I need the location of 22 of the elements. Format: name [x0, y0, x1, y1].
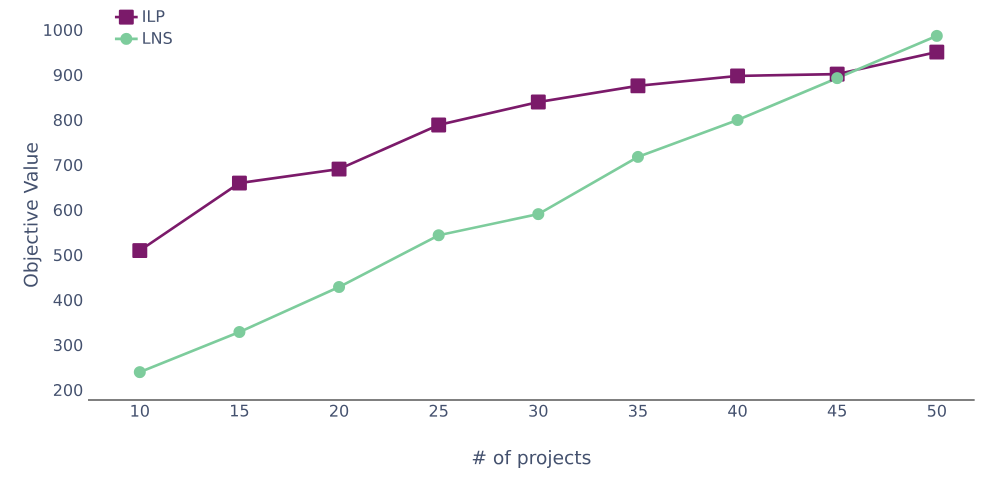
x-tick-label: 20	[330, 404, 348, 417]
y-tick-label: 800	[54, 114, 82, 126]
x-tick-label: 15	[231, 404, 248, 416]
y-tick-label: 400	[54, 294, 82, 306]
x-tick-label: 45	[828, 404, 846, 416]
legend-label: LNS	[143, 32, 172, 44]
x-tick-label: 30	[529, 404, 548, 417]
x-tick-label: 25	[430, 404, 448, 417]
x-tick-label: 50	[928, 404, 946, 417]
x-tick-label: 35	[628, 404, 647, 417]
y-tick-label: 200	[54, 384, 82, 396]
y-tick-label: 500	[54, 248, 82, 261]
y-tick-label: 600	[54, 204, 82, 216]
y-tick-label: 700	[54, 158, 82, 171]
x-axis-title: # of projects	[472, 450, 590, 468]
x-tick-label: 10	[131, 404, 149, 417]
x-tick-label: 40	[728, 404, 747, 417]
y-tick-label: 1000	[44, 24, 82, 36]
y-tick-label: 900	[54, 68, 82, 81]
legend-label: ILP	[143, 10, 164, 22]
y-axis-title: Objective Value	[23, 142, 42, 287]
y-tick-label: 300	[54, 338, 82, 351]
